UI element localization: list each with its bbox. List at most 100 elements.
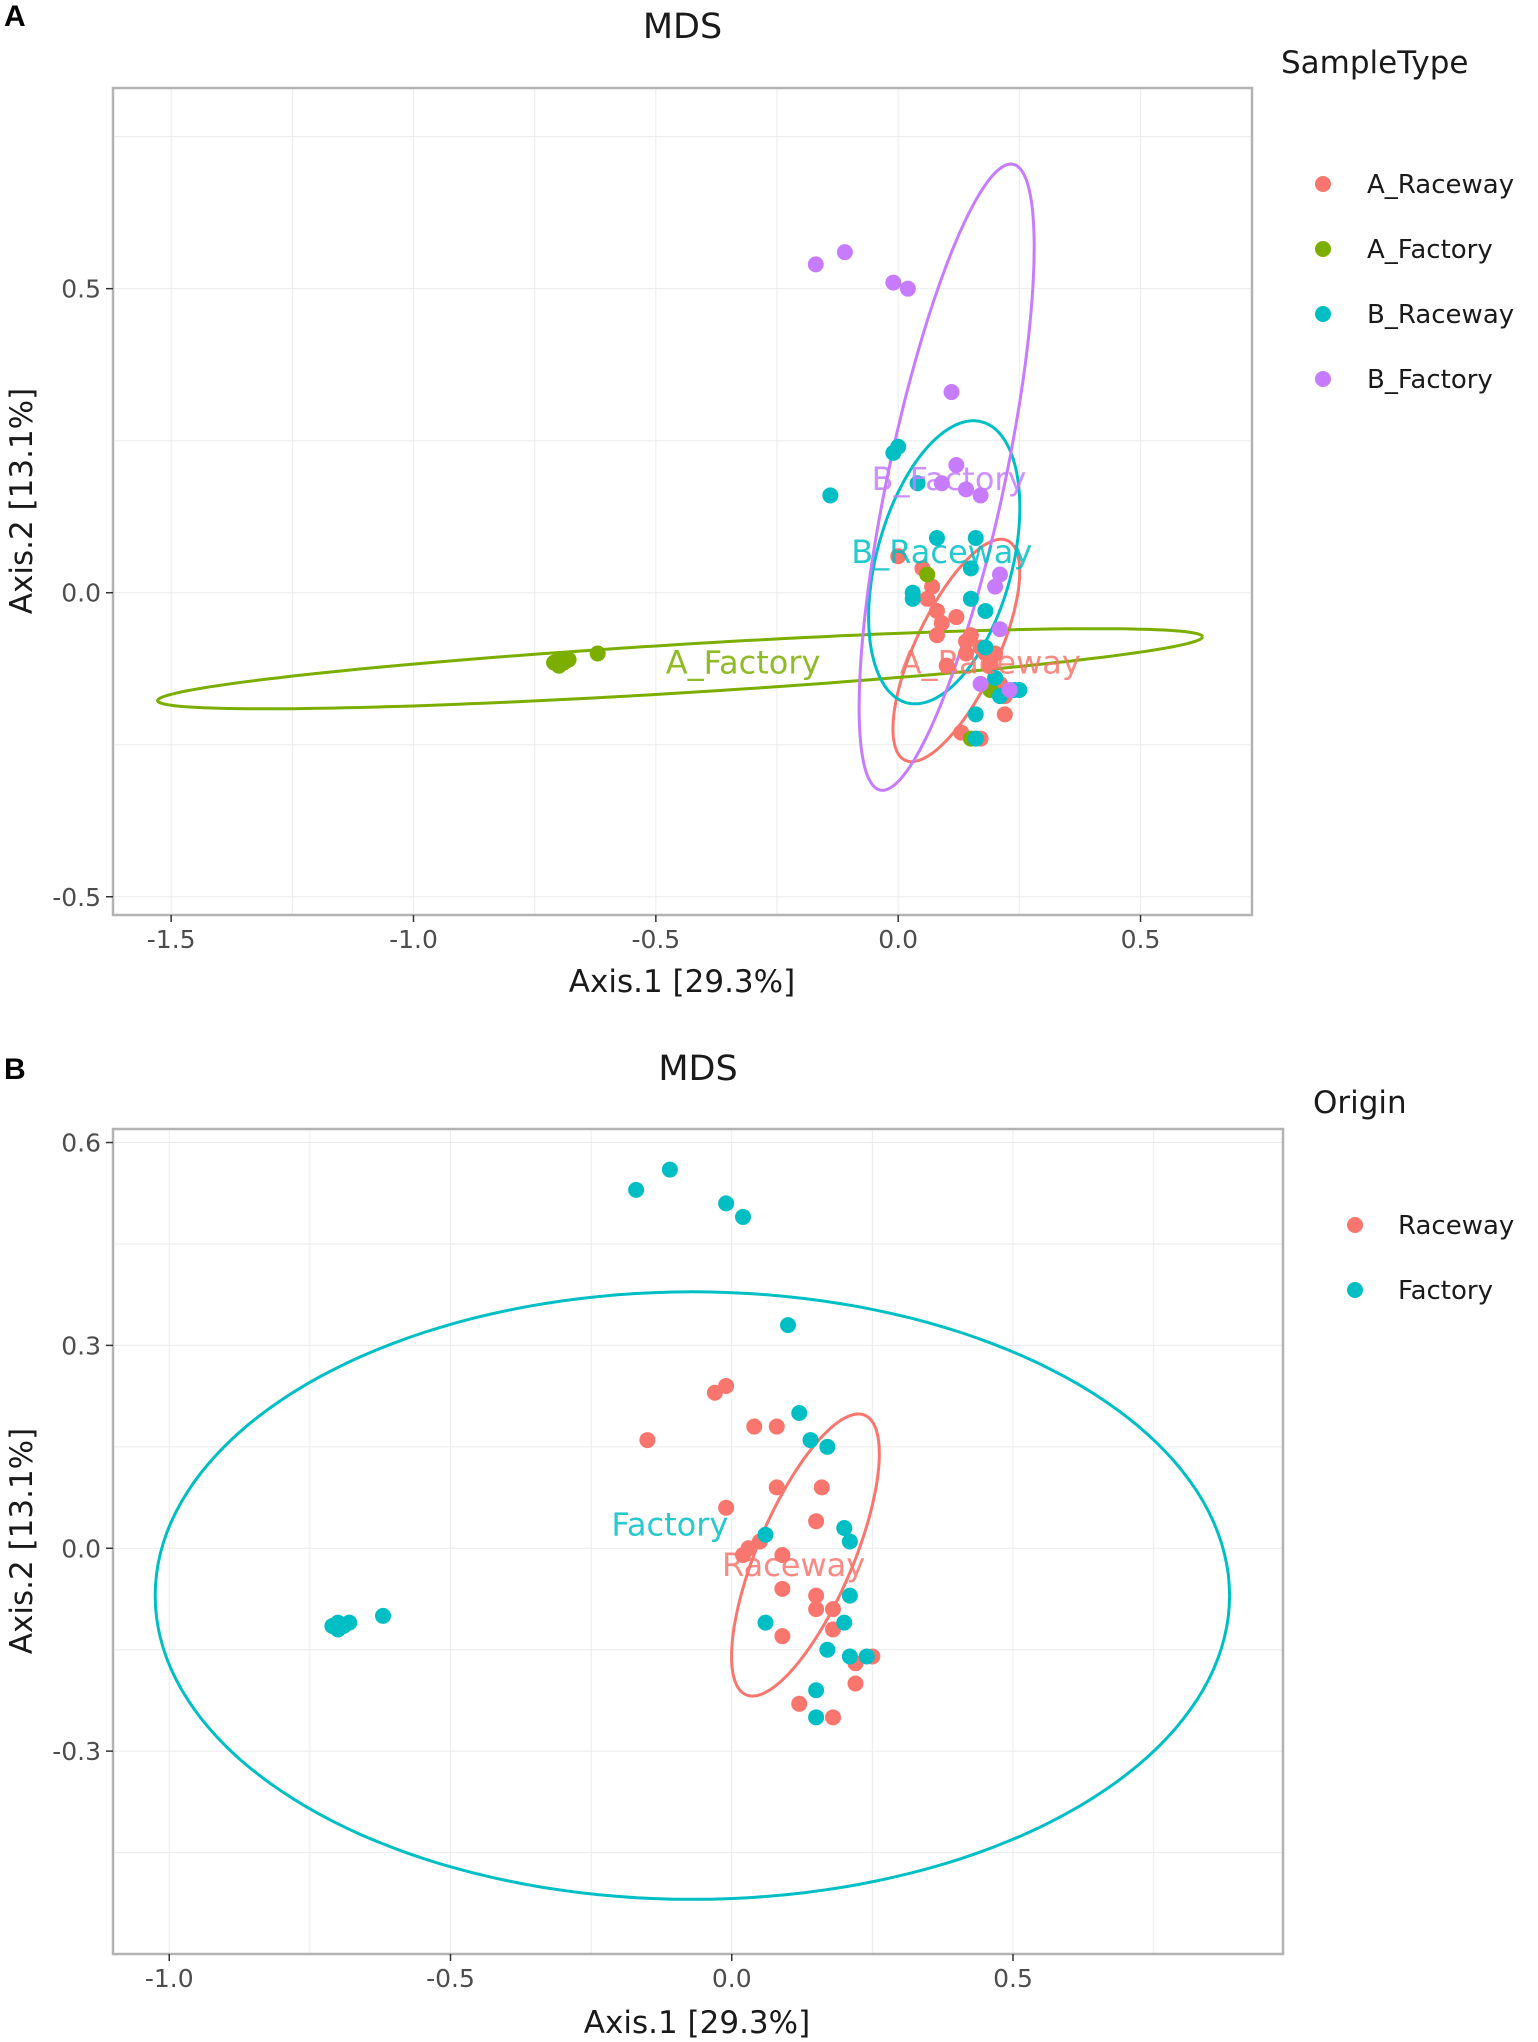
point-factory <box>819 1438 836 1455</box>
point-a-raceway <box>928 602 945 619</box>
point-a-raceway <box>948 609 965 626</box>
chart-panel-b: -1.0 -0.5 0.0 0.5 -0.3 0.0 0.3 0.6 MDS Axis.1 [29… <box>4 1049 1514 2041</box>
legend-label: A_Factory <box>1367 235 1493 265</box>
point-factory <box>791 1405 808 1422</box>
point-factory <box>858 1648 875 1665</box>
point-b-factory <box>899 280 916 297</box>
plot-border <box>111 1127 1285 1956</box>
legend-key <box>1315 241 1331 257</box>
x-axis-label: Axis.1 [29.3%] <box>569 964 795 1000</box>
point-factory <box>661 1161 678 1178</box>
point-factory <box>841 1587 858 1604</box>
y-axis-label: Axis.2 [13.1%] <box>4 388 40 614</box>
point-factory <box>757 1614 774 1631</box>
point-raceway <box>791 1695 808 1712</box>
point-b-factory <box>933 475 950 492</box>
chart-title: MDS <box>643 7 722 47</box>
point-a-raceway <box>890 548 907 565</box>
point-b-raceway <box>967 529 984 546</box>
point-factory <box>802 1432 819 1449</box>
point-b-factory <box>987 578 1004 595</box>
y-tick-label: 0.6 <box>61 1129 101 1158</box>
point-a-raceway <box>996 706 1013 723</box>
point-factory <box>808 1682 825 1699</box>
point-raceway <box>774 1580 791 1597</box>
point-b-raceway <box>909 475 926 492</box>
x-tick-label: -0.5 <box>426 1964 475 1993</box>
point-raceway <box>847 1675 864 1692</box>
point-b-factory <box>885 274 902 291</box>
ellipse-b-factory <box>857 162 1036 792</box>
y-tick-label: -0.3 <box>52 1737 101 1766</box>
plot-background <box>113 1129 1283 1954</box>
point-raceway <box>813 1479 830 1496</box>
point-factory <box>841 1533 858 1550</box>
point-raceway <box>718 1499 735 1516</box>
point-b-factory <box>991 621 1008 638</box>
data-layer: A_Raceway A_Factory B_Raceway B_Factory <box>155 162 1205 792</box>
chart-panel-a: -1.5 -1.0 -0.5 0.0 0.5 -0.5 0.0 0.5 MDS Axis.1 [2… <box>4 7 1514 1000</box>
panel-label-a: A <box>4 0 26 33</box>
ellipse-factory <box>153 1290 1232 1901</box>
point-b-factory <box>972 487 989 504</box>
point-a-factory <box>560 651 577 668</box>
ellipse-raceway <box>730 1412 881 1698</box>
legend-label: Raceway <box>1398 1211 1514 1241</box>
x-tick-label: -0.5 <box>631 925 680 954</box>
y-tick-label: 0.3 <box>61 1331 101 1360</box>
point-b-raceway <box>962 560 979 577</box>
point-b-factory <box>972 675 989 692</box>
point-b-factory <box>943 384 960 401</box>
point-raceway <box>718 1377 735 1394</box>
point-b-factory <box>1001 682 1018 699</box>
legend-key <box>1315 306 1331 322</box>
point-raceway <box>768 1479 785 1496</box>
point-raceway <box>825 1601 841 1618</box>
point-a-raceway <box>938 657 955 674</box>
point-a-factory <box>919 566 936 583</box>
point-raceway <box>746 1418 763 1435</box>
point-b-factory <box>836 244 853 261</box>
ellipse-b-raceway <box>867 419 1022 706</box>
point-b-raceway <box>987 669 1004 686</box>
plot-background <box>113 88 1252 915</box>
y-tick-label: 0.5 <box>61 275 101 304</box>
point-factory <box>819 1641 836 1658</box>
panel-label-b: B <box>4 1053 26 1086</box>
ellipse-a-raceway <box>891 537 1022 764</box>
point-b-raceway <box>928 529 945 546</box>
point-b-raceway <box>962 590 979 607</box>
point-raceway <box>808 1587 825 1604</box>
point-b-raceway <box>890 438 907 455</box>
x-tick-label: -1.5 <box>147 925 196 954</box>
ellipse-label: A_Factory <box>666 644 821 682</box>
point-raceway <box>639 1432 656 1449</box>
y-axis-label: Axis.2 [13.1%] <box>4 1428 40 1654</box>
x-tick-label: -1.0 <box>145 1964 194 1993</box>
point-raceway <box>740 1540 757 1557</box>
point-a-raceway <box>924 578 941 595</box>
ellipse-label: Factory <box>611 1506 728 1544</box>
point-b-factory <box>807 256 824 273</box>
ellipse-label: Raceway <box>722 1546 865 1584</box>
point-raceway <box>808 1601 825 1618</box>
point-factory <box>780 1317 796 1334</box>
point-raceway <box>808 1513 825 1530</box>
point-a-raceway <box>928 627 945 644</box>
point-factory <box>375 1607 391 1624</box>
legend-key <box>1347 1282 1363 1298</box>
point-a-raceway <box>982 657 999 674</box>
x-tick-label: -1.0 <box>389 925 438 954</box>
y-tick-label: 0.0 <box>61 1534 101 1563</box>
point-raceway <box>774 1628 791 1645</box>
point-factory <box>718 1195 735 1212</box>
point-raceway <box>825 1709 841 1726</box>
point-raceway <box>774 1547 791 1564</box>
point-b-raceway <box>977 639 994 656</box>
x-tick-label: 0.5 <box>1121 925 1161 954</box>
x-tick-label: 0.5 <box>993 1964 1033 1993</box>
point-b-raceway <box>967 730 984 747</box>
legend-key <box>1315 176 1331 192</box>
y-tick-label: 0.0 <box>61 579 101 608</box>
